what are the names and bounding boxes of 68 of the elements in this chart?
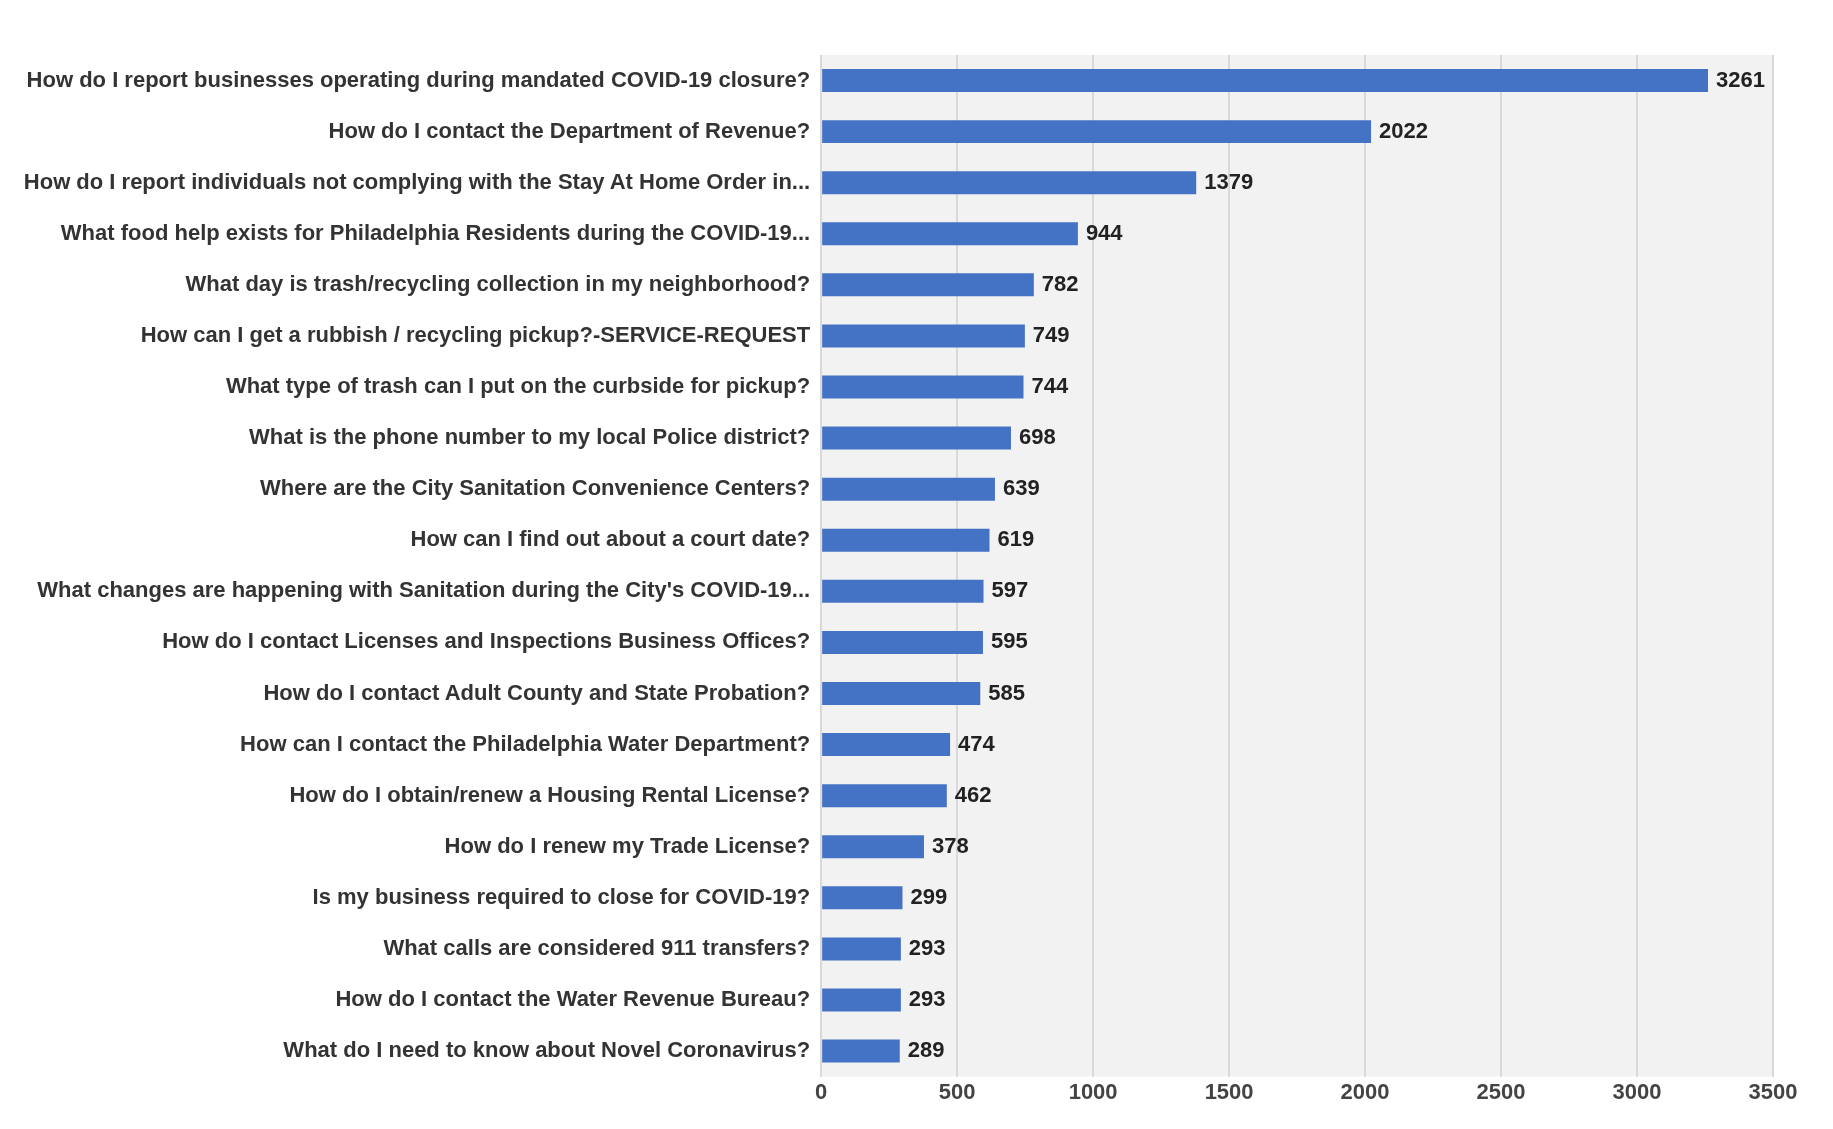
y-tick-label: How do I contact Licenses and Inspections Business Offices? [162, 628, 811, 654]
bar [822, 120, 1372, 144]
data-label: 289 [907, 1037, 945, 1063]
data-label: 597 [991, 577, 1029, 603]
y-tick-label: What is the phone number to my local Police district? [249, 424, 811, 450]
data-label: 744 [1031, 373, 1069, 399]
y-tick-label: How do I report businesses operating during mandated COVID-19 closure? [26, 66, 811, 92]
data-label: 595 [990, 628, 1028, 654]
bar [822, 733, 951, 757]
y-tick-label: How do I renew my Trade License? [444, 832, 811, 858]
y-tick-label: How do I obtain/renew a Housing Rental License? [289, 781, 811, 807]
y-tick-label: How do I contact Adult County and State Probation? [263, 679, 811, 705]
y-tick-label: How do I report individuals not complying with the Stay At Home Order in... [23, 168, 811, 194]
data-label: 293 [908, 934, 946, 960]
x-tick-label: 3500 [1748, 1078, 1798, 1104]
y-tick-label: How can I get a rubbish / recycling pickup?-SERVICE-REQUEST [140, 322, 811, 347]
bar [822, 171, 1197, 195]
data-label: 462 [954, 781, 992, 807]
bar [822, 1039, 900, 1063]
x-tick-label: 1000 [1068, 1078, 1118, 1104]
bar [822, 630, 983, 654]
bar [822, 477, 995, 501]
bar [822, 426, 1011, 450]
data-label: 698 [1018, 424, 1056, 450]
data-label: 3261 [1716, 66, 1765, 92]
bar [822, 682, 981, 705]
data-label: 944 [1085, 219, 1124, 245]
bar [822, 375, 1024, 399]
bar [822, 886, 903, 910]
data-label: 299 [910, 883, 948, 909]
y-tick-label: What type of trash can I put on the curbside for pickup? [225, 373, 811, 399]
data-label: 749 [1032, 322, 1070, 347]
x-tick-label: 500 [938, 1078, 976, 1104]
data-label: 378 [931, 832, 969, 858]
bar [822, 222, 1078, 246]
data-label: 619 [997, 526, 1035, 552]
x-tick-label: 0 [815, 1078, 828, 1104]
bar [822, 835, 924, 859]
y-tick-label: What food help exists for Philadelphia Residents during the COVID-19... [60, 219, 811, 245]
y-tick-label: What do I need to know about Novel Coronavirus? [283, 1037, 811, 1063]
y-tick-label: What calls are considered 911 transfers? [383, 934, 811, 960]
bar [822, 69, 1708, 93]
bar [822, 988, 901, 1012]
data-label: 585 [988, 679, 1025, 705]
bar [822, 579, 984, 603]
y-tick-label: How can I find out about a court date? [410, 526, 811, 552]
data-label: 639 [1002, 475, 1040, 501]
data-label: 293 [908, 986, 946, 1012]
data-label: 782 [1041, 270, 1079, 296]
y-tick-label: What day is trash/recycling collection in my neighborhood? [185, 270, 811, 296]
x-tick-label: 1500 [1204, 1078, 1254, 1104]
data-label: 1379 [1204, 168, 1254, 194]
bar [822, 528, 990, 552]
bar [822, 324, 1025, 348]
y-tick-label: What changes are happening with Sanitation during the City's COVID-19... [37, 577, 811, 603]
bar [822, 273, 1034, 297]
y-tick-label: Is my business required to close for COVID-19? [312, 883, 811, 909]
y-tick-label: Where are the City Sanitation Convenience Centers? [260, 475, 811, 501]
bar [822, 784, 947, 808]
x-tick-label: 2500 [1476, 1078, 1526, 1104]
y-tick-label: How can I contact the Philadelphia Water Department? [240, 730, 811, 756]
y-tick-label: How do I contact the Water Revenue Bureau? [335, 986, 811, 1012]
x-tick-label: 3000 [1612, 1078, 1662, 1104]
data-label: 2022 [1379, 117, 1429, 143]
bar [822, 937, 901, 961]
data-label: 474 [958, 730, 996, 756]
x-tick-label: 2000 [1340, 1078, 1390, 1104]
y-tick-label: How do I contact the Department of Revenue? [328, 117, 811, 143]
